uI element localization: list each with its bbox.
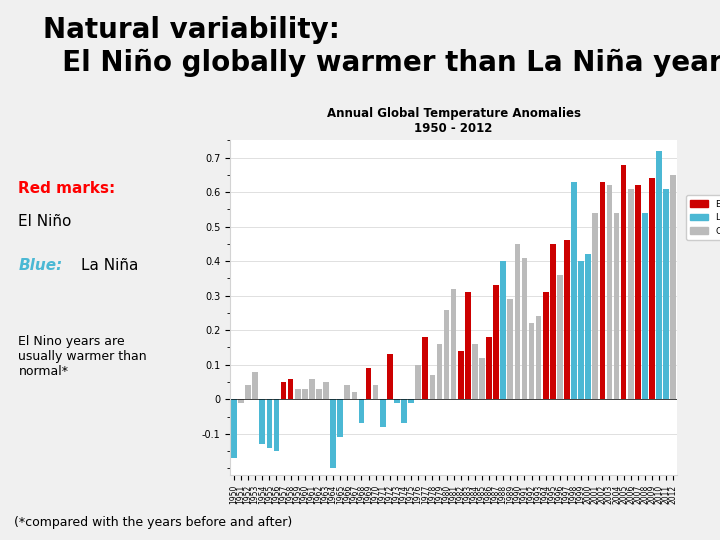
Bar xyxy=(430,375,435,399)
Text: Red marks:: Red marks: xyxy=(19,180,116,195)
Bar xyxy=(493,285,499,399)
Bar xyxy=(635,185,641,399)
Bar xyxy=(423,337,428,399)
Bar xyxy=(351,393,357,399)
Bar xyxy=(281,382,287,399)
Bar xyxy=(288,379,294,399)
Bar xyxy=(543,292,549,399)
Title: Annual Global Temperature Anomalies
1950 - 2012: Annual Global Temperature Anomalies 1950… xyxy=(327,107,580,135)
Bar xyxy=(401,399,407,423)
Bar xyxy=(628,188,634,399)
Bar xyxy=(408,399,414,403)
Bar xyxy=(415,364,421,399)
Bar xyxy=(593,213,598,399)
Bar xyxy=(238,399,244,403)
Bar xyxy=(521,258,527,399)
Bar xyxy=(600,182,606,399)
Bar xyxy=(338,399,343,437)
Bar xyxy=(259,399,265,444)
Bar xyxy=(536,316,541,399)
Bar xyxy=(564,240,570,399)
Bar xyxy=(571,182,577,399)
Bar xyxy=(508,299,513,399)
Text: (*compared with the years before and after): (*compared with the years before and aft… xyxy=(14,516,292,529)
Bar xyxy=(486,337,492,399)
Bar xyxy=(515,244,521,399)
Bar xyxy=(479,358,485,399)
Bar xyxy=(387,354,392,399)
Bar xyxy=(344,386,350,399)
Bar xyxy=(642,213,648,399)
Bar xyxy=(670,175,676,399)
Bar xyxy=(528,323,534,399)
Bar xyxy=(302,389,307,399)
Bar xyxy=(366,368,372,399)
Bar xyxy=(621,165,626,399)
Bar xyxy=(444,309,449,399)
Bar xyxy=(266,399,272,448)
Bar xyxy=(295,389,300,399)
Text: Blue:: Blue: xyxy=(19,258,63,273)
Bar xyxy=(458,351,464,399)
Bar xyxy=(316,389,322,399)
Bar xyxy=(380,399,386,427)
Bar xyxy=(394,399,400,403)
Bar xyxy=(500,261,506,399)
Bar xyxy=(613,213,619,399)
Bar xyxy=(585,254,591,399)
Text: El Niño: El Niño xyxy=(19,214,72,229)
Bar xyxy=(550,244,556,399)
Bar xyxy=(472,344,477,399)
Legend: El Nino, La Nina, Other: El Nino, La Nina, Other xyxy=(685,195,720,240)
Bar xyxy=(309,379,315,399)
Bar xyxy=(663,188,669,399)
Bar xyxy=(253,372,258,399)
Text: La Niña: La Niña xyxy=(81,258,138,273)
Bar xyxy=(578,261,584,399)
Text: Natural variability:
  El Niño globally warmer than La Niña years: Natural variability: El Niño globally wa… xyxy=(43,16,720,77)
Bar xyxy=(465,292,471,399)
Bar xyxy=(359,399,364,423)
Bar xyxy=(231,399,237,458)
Bar xyxy=(557,275,563,399)
Bar xyxy=(649,178,654,399)
Bar xyxy=(330,399,336,468)
Bar xyxy=(373,386,379,399)
Bar xyxy=(607,185,612,399)
Bar xyxy=(656,151,662,399)
Bar xyxy=(451,289,456,399)
Bar xyxy=(436,344,442,399)
Bar xyxy=(274,399,279,451)
Bar xyxy=(246,386,251,399)
Text: El Nino years are
usually warmer than
normal*: El Nino years are usually warmer than no… xyxy=(19,335,147,377)
Bar xyxy=(323,382,329,399)
